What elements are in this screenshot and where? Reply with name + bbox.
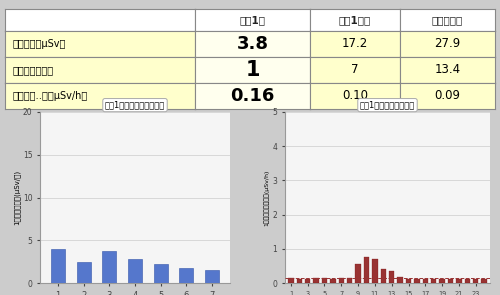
Bar xyxy=(154,264,168,283)
Bar xyxy=(356,264,361,283)
Bar xyxy=(305,279,310,283)
Bar xyxy=(398,277,403,283)
Y-axis label: 1日の被ばく量(μSv/日): 1日の被ばく量(μSv/日) xyxy=(14,170,20,225)
Bar xyxy=(473,279,478,283)
Bar xyxy=(448,279,453,283)
Text: 積算日数（日）: 積算日数（日） xyxy=(12,65,53,75)
Bar xyxy=(414,279,420,283)
Text: 0.16: 0.16 xyxy=(230,87,274,105)
Bar xyxy=(464,279,470,283)
Bar xyxy=(456,279,462,283)
Bar xyxy=(422,279,428,283)
Text: 27.9: 27.9 xyxy=(434,37,460,50)
Bar xyxy=(205,270,219,283)
Bar xyxy=(431,279,436,283)
Bar xyxy=(322,278,327,283)
Y-axis label: 1時間値の被ばく量(μSv/h): 1時間値の被ばく量(μSv/h) xyxy=(264,169,270,226)
Bar xyxy=(76,262,90,283)
Text: 平均線量‥率（μSv/h）: 平均線量‥率（μSv/h） xyxy=(12,91,88,101)
Text: 被ばく量（μSv）: 被ばく量（μSv） xyxy=(12,39,66,49)
Bar xyxy=(482,279,487,283)
Text: 7: 7 xyxy=(351,63,359,76)
Bar xyxy=(364,258,369,283)
Title: 過即1週間の被ばく量推移: 過即1週間の被ばく量推移 xyxy=(105,101,165,110)
Text: 過即1日: 過即1日 xyxy=(240,15,266,25)
Bar xyxy=(102,251,117,283)
Text: 13.4: 13.4 xyxy=(434,63,460,76)
Text: 過即1週間: 過即1週間 xyxy=(339,15,371,25)
Bar xyxy=(440,279,445,283)
Bar xyxy=(296,279,302,283)
Bar xyxy=(288,278,294,283)
Bar xyxy=(180,268,194,283)
Bar xyxy=(406,279,411,283)
Bar xyxy=(314,278,319,283)
Bar xyxy=(380,270,386,283)
Text: 17.2: 17.2 xyxy=(342,37,368,50)
Bar xyxy=(372,259,378,283)
Text: 全計測期間: 全計測期間 xyxy=(432,15,463,25)
Bar xyxy=(330,279,336,283)
Text: 0.10: 0.10 xyxy=(342,89,368,102)
Text: 3.8: 3.8 xyxy=(236,35,268,53)
Bar xyxy=(51,249,65,283)
Text: 0.09: 0.09 xyxy=(434,89,460,102)
Bar xyxy=(338,278,344,283)
Text: 1: 1 xyxy=(245,60,260,80)
Bar xyxy=(128,259,142,283)
Title: 過即1日の被ばく量推移: 過即1日の被ばく量推移 xyxy=(360,101,415,110)
Bar xyxy=(347,278,352,283)
Bar xyxy=(389,271,394,283)
